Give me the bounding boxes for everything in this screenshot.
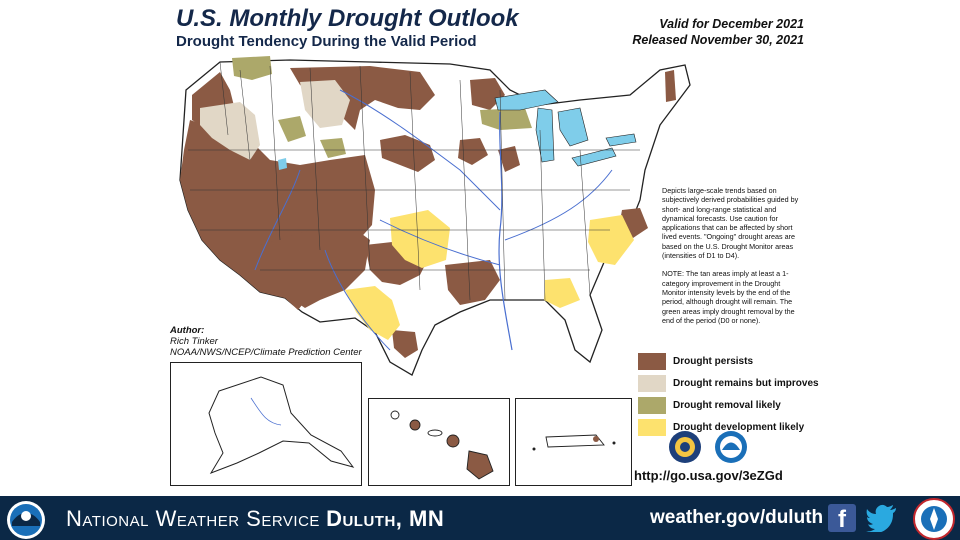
legend-swatch-improves	[638, 374, 666, 392]
outlook-link[interactable]: http://go.usa.gov/3eZGd	[634, 468, 783, 483]
drought-persists-iowa	[458, 138, 488, 165]
hawaii-inset	[368, 398, 510, 486]
noaa-logo-icon	[7, 501, 45, 539]
alaska-inset	[170, 362, 362, 486]
lake-superior	[494, 89, 559, 111]
lake-ontario	[605, 133, 637, 147]
lake-erie	[571, 147, 617, 167]
puerto-rico-inset	[515, 398, 632, 486]
author-org: NOAA/NWS/NCEP/Climate Prediction Center	[170, 347, 362, 358]
footer-url[interactable]: weather.gov/duluth	[650, 507, 824, 528]
arkansas-river	[379, 219, 501, 266]
footer-office: Duluth, MN	[326, 506, 445, 531]
missouri-river	[339, 89, 501, 211]
map-subtitle: Drought Tendency During the Valid Period	[176, 33, 477, 50]
facebook-icon[interactable]: f	[828, 504, 856, 533]
alaska-map	[208, 376, 355, 474]
valid-block: Valid for December 2021 Released Novembe…	[632, 16, 804, 48]
description-para-1: Depicts large-scale trends based on subj…	[662, 186, 799, 261]
legend-label-removal: Drought removal likely	[673, 399, 781, 411]
drought-persists-texas-coast	[392, 330, 418, 358]
drought-removal-wy	[320, 138, 346, 158]
rio-grande	[324, 249, 391, 351]
author-label: Author:	[170, 325, 205, 336]
hawaii-map	[390, 410, 494, 480]
drought-removal-lakes	[480, 108, 532, 130]
legend-swatch-persists	[638, 352, 666, 370]
author-name: Rich Tinker	[170, 336, 218, 347]
agency-logos	[668, 430, 748, 464]
drought-develop-tx	[345, 286, 400, 340]
footer-org: National Weather Service	[66, 506, 320, 531]
puerto-rico-map	[532, 434, 616, 451]
legend-item-removal: Drought removal likely	[638, 394, 819, 416]
description-para-2: NOTE: The tan areas imply at least a 1-c…	[662, 269, 795, 325]
colorado-river	[254, 169, 301, 271]
conus-map	[179, 56, 691, 376]
great-salt-lake	[278, 158, 287, 170]
twitter-icon[interactable]	[866, 504, 898, 532]
legend-item-improves: Drought remains but improves	[638, 372, 819, 394]
noaa-seal-icon	[715, 431, 747, 463]
drought-removal-id	[278, 116, 306, 142]
legend: Drought persists Drought remains but imp…	[638, 350, 819, 438]
ohio-river	[504, 169, 613, 241]
doc-seal-icon	[669, 431, 701, 463]
legend-label-improves: Drought remains but improves	[673, 377, 819, 389]
footer-office-title: National Weather Service Duluth, MN	[66, 506, 444, 532]
drought-develop-plains	[390, 210, 450, 268]
legend-label-development: Drought development likely	[673, 421, 805, 433]
title-block: U.S. Monthly Drought Outlook Drought Ten…	[176, 5, 519, 51]
legend-swatch-removal	[638, 396, 666, 414]
drought-develop-se	[588, 215, 634, 265]
outlook-description: Depicts large-scale trends based on subj…	[662, 186, 802, 334]
drought-removal-nw	[232, 56, 272, 80]
drought-develop-ga	[544, 278, 580, 308]
drought-persists-sw	[255, 225, 370, 308]
drought-persists-maine	[665, 70, 676, 102]
drought-persists-plains	[380, 135, 435, 172]
footer-bar	[0, 496, 960, 540]
release-date: Released November 30, 2021	[632, 33, 804, 47]
legend-swatch-development	[638, 418, 666, 436]
state-boundaries	[188, 61, 640, 301]
legend-item-development: Drought development likely	[638, 416, 819, 438]
drought-persists-south	[445, 260, 500, 305]
lake-huron	[557, 107, 589, 147]
drought-persists-wi	[498, 146, 520, 172]
valid-period: Valid for December 2021	[659, 17, 804, 31]
nws-logo-icon	[913, 498, 955, 540]
legend-label-persists: Drought persists	[673, 355, 754, 367]
author-block: Author: Rich Tinker NOAA/NWS/NCEP/Climat…	[170, 325, 362, 358]
map-title: U.S. Monthly Drought Outlook	[176, 5, 519, 32]
legend-item-persists: Drought persists	[638, 350, 819, 372]
